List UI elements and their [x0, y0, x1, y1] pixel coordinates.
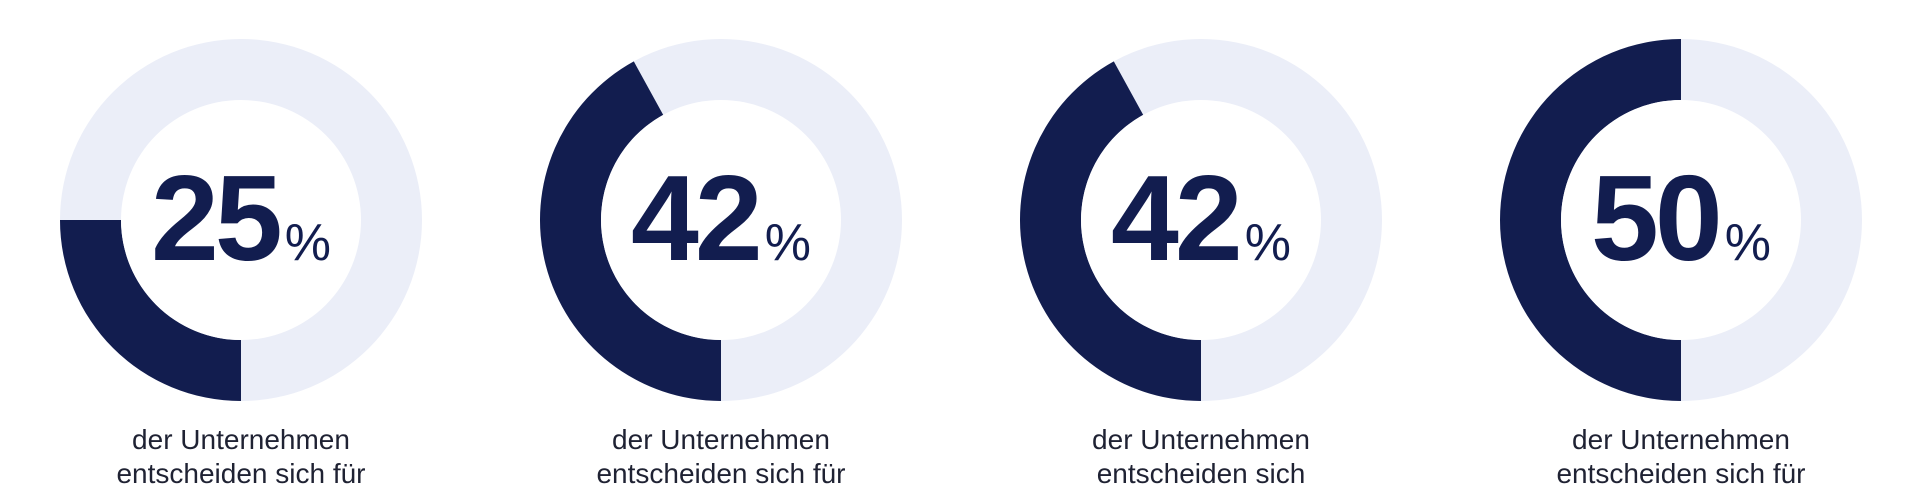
caption-line-1: der Unternehmen — [1572, 424, 1790, 455]
caption-line-2: entscheiden sich für — [116, 458, 366, 489]
caption-line-2: entscheiden sich für — [1556, 458, 1806, 489]
stat-card-3: 42% der Unternehmen entscheiden sich — [970, 0, 1430, 489]
stats-row: 25% der Unternehmen entscheiden sich für… — [10, 0, 1910, 489]
stat-caption: der Unternehmen entscheiden sich für — [1450, 423, 1912, 491]
stat-caption: der Unternehmen entscheiden sich — [970, 423, 1432, 491]
donut-segment — [540, 61, 721, 401]
donut-segment — [1020, 61, 1201, 401]
percent-value: 42 — [1111, 150, 1239, 286]
svg-text:50%: 50% — [1591, 150, 1771, 286]
svg-text:42%: 42% — [631, 150, 811, 286]
stat-card-4: 50% der Unternehmen entscheiden sich für — [1450, 0, 1910, 489]
caption-line-1: der Unternehmen — [612, 424, 830, 455]
percent-sign: % — [285, 214, 331, 272]
donut-segment — [60, 220, 241, 401]
stat-card-2: 42% der Unternehmen entscheiden sich für — [490, 0, 950, 489]
donut-chart-1: 25% — [60, 39, 422, 401]
caption-line-2: entscheiden sich für — [596, 458, 846, 489]
stat-caption: der Unternehmen entscheiden sich für — [10, 423, 472, 491]
percent-sign: % — [1725, 214, 1771, 272]
percent-sign: % — [765, 214, 811, 272]
donut-chart-2: 42% — [540, 39, 902, 401]
percent-value: 50 — [1591, 150, 1719, 286]
donut-center — [1081, 100, 1321, 340]
donut-center — [601, 100, 841, 340]
percent-value: 25 — [151, 150, 280, 286]
svg-text:25%: 25% — [151, 150, 331, 286]
percent-value: 42 — [631, 150, 759, 286]
caption-line-1: der Unternehmen — [132, 424, 350, 455]
caption-line-1: der Unternehmen — [1092, 424, 1310, 455]
percent-sign: % — [1245, 214, 1291, 272]
donut-center — [1561, 100, 1801, 340]
stat-caption: der Unternehmen entscheiden sich für — [490, 423, 952, 491]
donut-center — [121, 100, 361, 340]
donut-chart-4: 50% — [1500, 39, 1862, 401]
svg-text:42%: 42% — [1111, 150, 1291, 286]
donut-segment — [1500, 39, 1681, 401]
caption-line-2: entscheiden sich — [1096, 458, 1306, 489]
donut-chart-3: 42% — [1020, 39, 1382, 401]
stat-card-1: 25% der Unternehmen entscheiden sich für — [10, 0, 470, 489]
